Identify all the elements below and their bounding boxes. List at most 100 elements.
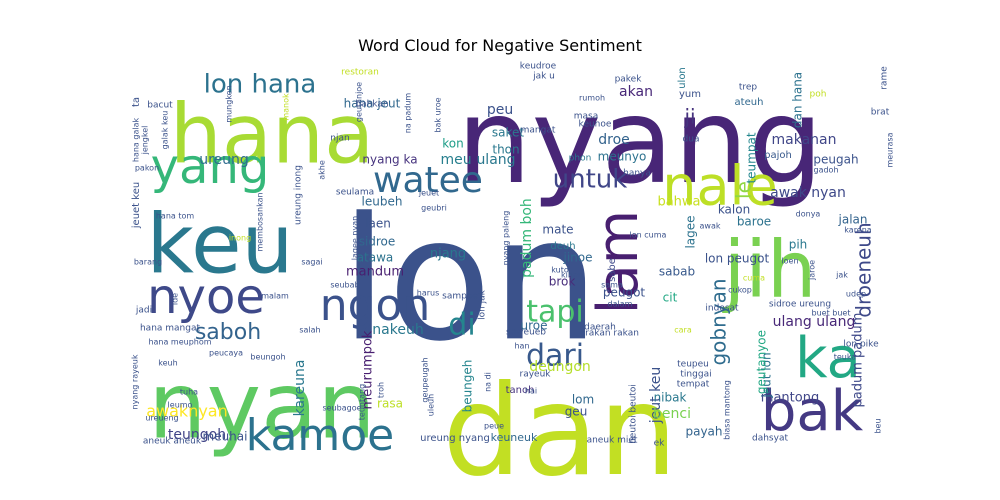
cloud-word: jeut lon — [760, 352, 774, 398]
cloud-word: jalan — [838, 213, 868, 227]
cloud-word: ji — [683, 105, 695, 129]
cloud-word: atawa — [357, 251, 394, 265]
cloud-word: dalam — [608, 300, 633, 309]
cloud-word: peugah — [813, 153, 858, 167]
cloud-word: untuk — [553, 165, 628, 195]
cloud-word: han — [514, 342, 529, 351]
cloud-word: nibak — [654, 391, 687, 405]
cloud-word: saboh — [195, 320, 261, 345]
cloud-word: rumoh — [579, 94, 605, 103]
cloud-word: seubab — [330, 281, 359, 290]
cloud-word: lagee — [684, 215, 698, 248]
cloud-word: makanan — [772, 132, 837, 148]
cloud-word: nyang — [457, 72, 824, 210]
cloud-word: na di — [484, 372, 493, 392]
cloud-word: peue — [484, 422, 504, 431]
cloud-word: jadi — [135, 306, 152, 316]
cloud-word: brat — [871, 108, 890, 118]
cloud-word: uroe — [521, 319, 548, 333]
cloud-word: ngon — [320, 280, 431, 331]
cloud-word: payah — [685, 425, 722, 439]
cloud-word: mate — [542, 223, 573, 237]
cloud-word: nyang ka — [362, 153, 417, 167]
cloud-word: yum — [679, 89, 701, 100]
cloud-word: ide — [171, 293, 180, 305]
cloud-word: ulon — [677, 67, 688, 89]
cloud-word: droeneuh — [852, 222, 876, 317]
cloud-word: jeut keu — [648, 367, 664, 424]
cloud-word: lon peugot — [705, 252, 770, 266]
cloud-word: watee — [373, 160, 483, 201]
cloud-word: bahkan — [355, 100, 388, 110]
cloud-word: seulama — [336, 188, 374, 198]
cloud-word: ureung inong — [294, 165, 304, 225]
cloud-word: gobnyan — [707, 278, 731, 365]
cloud-word: hana tom — [156, 212, 195, 221]
cloud-word: harus — [417, 289, 440, 298]
cloud-word: leubeh — [362, 195, 403, 209]
cloud-word: keudroe — [520, 62, 557, 72]
cloud-word: sama — [601, 281, 623, 290]
cloud-word: ateuh — [735, 97, 764, 108]
cloud-word: bak — [761, 379, 864, 444]
cloud-word: geubri — [421, 204, 447, 213]
cloud-word: peu — [487, 102, 513, 118]
cloud-word: aneuk miet — [587, 436, 638, 446]
cloud-word: pakon — [135, 164, 159, 173]
cloud-word: awaknyan — [146, 402, 228, 421]
cloud-word: dan hana — [791, 72, 805, 128]
cloud-word: lom — [572, 393, 594, 407]
cloud-word: dari — [526, 339, 584, 374]
cloud-word: inong — [229, 234, 251, 243]
cloud-word: indosat — [705, 304, 739, 314]
cloud-word: ureung — [199, 152, 249, 168]
cloud-word: poh — [810, 90, 827, 100]
cloud-word: troh — [377, 382, 386, 398]
cloud-word: nyang rayeuk — [131, 354, 140, 409]
cloud-word: hana meuphom — [148, 338, 211, 347]
cloud-word: pajoh — [764, 150, 792, 161]
cloud-word: mantong — [761, 391, 819, 406]
cloud-word: rame — [880, 66, 890, 90]
cloud-word: manok — [282, 93, 291, 121]
cloud-word: ka — [795, 326, 861, 391]
cloud-word: jak u — [532, 72, 555, 82]
cloud-word: deungon — [529, 359, 591, 375]
cloud-word: sidroe ureung — [769, 300, 831, 310]
cloud-word: aneuk aneuk — [143, 437, 202, 447]
cloud-word: padum boh — [519, 198, 535, 278]
cloud-word: saket — [492, 126, 525, 140]
cloud-word: njang — [430, 247, 466, 262]
cloud-word: njan — [330, 134, 349, 144]
cloud-word: teungoh — [168, 427, 226, 443]
chart-title: Word Cloud for Negative Sentiment — [358, 36, 642, 55]
cloud-word: thon — [492, 143, 519, 157]
cloud-word: hana mangat — [140, 324, 201, 334]
cloud-word: akhe — [318, 160, 327, 180]
cloud-word: nakeuh — [372, 322, 423, 338]
cloud-word: ureung nyang — [420, 433, 490, 444]
cloud-word: lon jak — [478, 289, 488, 320]
cloud-word: le — [732, 181, 756, 199]
cloud-word: ulang — [476, 152, 515, 168]
cloud-word: buet buet — [812, 309, 851, 318]
cloud-word: awak — [700, 222, 721, 231]
cloud-word: geu — [565, 405, 588, 419]
cloud-word: kareuna — [292, 360, 308, 417]
cloud-word: hana — [170, 87, 374, 182]
cloud-word: donya — [796, 210, 821, 219]
cloud-word: hai — [525, 387, 537, 396]
cloud-word: jaroe — [808, 260, 817, 281]
cloud-word: trep — [739, 83, 758, 93]
cloud-word: cuma — [743, 274, 765, 283]
cloud-word: lam — [586, 210, 651, 314]
cloud-word: beungoh — [250, 353, 285, 362]
cloud-word: bacut — [147, 101, 173, 111]
cloud-word: galak keu — [161, 111, 170, 150]
cloud-word: sidroe — [359, 235, 396, 249]
cloud-word: rasa — [377, 397, 403, 411]
cloud-word: mungken — [225, 85, 234, 122]
cloud-word: beu — [874, 418, 883, 433]
cloud-word: malam — [261, 292, 289, 301]
cloud-word: rayeuk — [520, 370, 552, 380]
